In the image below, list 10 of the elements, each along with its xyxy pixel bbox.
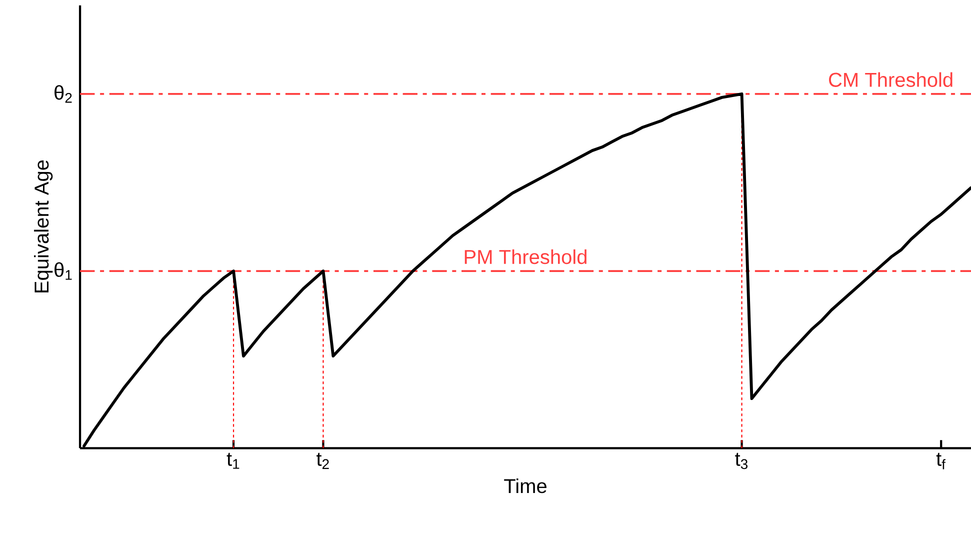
- ref-line-label: PM Threshold: [464, 250, 586, 264]
- x-tick-label: t$_{3}$: [735, 453, 748, 470]
- y-axis-title: Equivalent Age: [34, 160, 53, 293]
- x-tick-label: t$_{1}$: [226, 453, 240, 470]
- text: θ$_{2}$: [54, 85, 72, 103]
- x-axis-title: Time: [504, 478, 546, 494]
- ref-line-label: CM Threshold: [829, 72, 952, 88]
- text: θ$_{1}$: [54, 262, 72, 280]
- x-tick-label: t$_{2}$: [316, 453, 329, 470]
- x-tick-label: t$_{f}$: [936, 453, 946, 470]
